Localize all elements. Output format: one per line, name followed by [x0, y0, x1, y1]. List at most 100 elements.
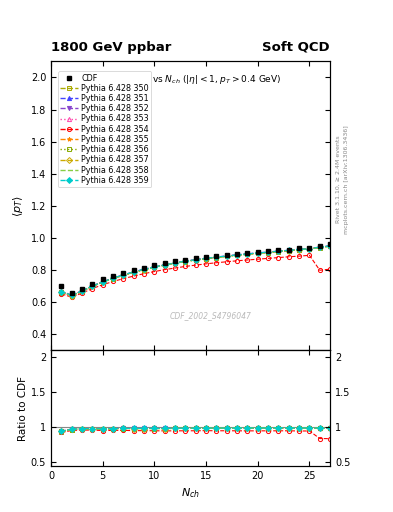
- Pythia 6.428 353: [70, 292, 74, 298]
- Pythia 6.428 354: [193, 262, 198, 268]
- Pythia 6.428 352: [162, 262, 167, 268]
- Pythia 6.428 357: [131, 269, 136, 275]
- Pythia 6.428 354: [70, 294, 74, 301]
- Pythia 6.428 351: [90, 283, 95, 289]
- Pythia 6.428 359: [297, 246, 301, 252]
- Pythia 6.428 358: [80, 288, 84, 294]
- Pythia 6.428 357: [214, 254, 219, 261]
- Pythia 6.428 359: [59, 289, 64, 295]
- Pythia 6.428 354: [307, 252, 312, 259]
- Pythia 6.428 356: [307, 246, 312, 252]
- Pythia 6.428 357: [266, 249, 270, 255]
- Pythia 6.428 355: [70, 292, 74, 298]
- Pythia 6.428 357: [307, 246, 312, 252]
- Pythia 6.428 352: [121, 272, 126, 278]
- Pythia 6.428 358: [152, 264, 157, 270]
- Pythia 6.428 352: [173, 260, 178, 266]
- Line: Pythia 6.428 359: Pythia 6.428 359: [59, 244, 332, 297]
- Pythia 6.428 355: [224, 253, 229, 259]
- Pythia 6.428 357: [297, 247, 301, 253]
- Pythia 6.428 355: [59, 289, 64, 295]
- Pythia 6.428 359: [121, 272, 126, 278]
- Pythia 6.428 352: [111, 275, 116, 282]
- Pythia 6.428 354: [214, 260, 219, 266]
- CDF: [111, 273, 116, 279]
- Pythia 6.428 358: [90, 283, 95, 289]
- Pythia 6.428 359: [266, 249, 270, 255]
- Pythia 6.428 355: [255, 250, 260, 256]
- Pythia 6.428 356: [59, 289, 64, 295]
- Pythia 6.428 355: [131, 269, 136, 275]
- Pythia 6.428 351: [328, 243, 332, 249]
- Pythia 6.428 357: [235, 252, 239, 258]
- CDF: [142, 265, 147, 271]
- Pythia 6.428 356: [131, 269, 136, 275]
- Pythia 6.428 354: [131, 273, 136, 279]
- CDF: [193, 255, 198, 262]
- Pythia 6.428 351: [70, 292, 74, 298]
- Pythia 6.428 358: [70, 292, 74, 298]
- Pythia 6.428 354: [204, 261, 208, 267]
- Pythia 6.428 358: [142, 267, 147, 273]
- Pythia 6.428 350: [162, 262, 167, 268]
- Pythia 6.428 359: [245, 251, 250, 257]
- Line: Pythia 6.428 356: Pythia 6.428 356: [59, 244, 332, 298]
- Pythia 6.428 353: [100, 279, 105, 285]
- Pythia 6.428 358: [204, 255, 208, 262]
- Pythia 6.428 359: [235, 252, 239, 258]
- Pythia 6.428 354: [59, 291, 64, 297]
- Pythia 6.428 353: [286, 247, 291, 253]
- Pythia 6.428 350: [235, 252, 239, 258]
- Pythia 6.428 358: [245, 251, 250, 258]
- Pythia 6.428 354: [297, 253, 301, 259]
- Pythia 6.428 352: [328, 243, 332, 249]
- Pythia 6.428 355: [111, 275, 116, 282]
- Pythia 6.428 359: [204, 255, 208, 262]
- Pythia 6.428 352: [297, 246, 301, 252]
- Text: 1800 GeV ppbar: 1800 GeV ppbar: [51, 41, 171, 54]
- CDF: [152, 262, 157, 268]
- Line: CDF: CDF: [59, 242, 332, 295]
- CDF: [276, 247, 281, 253]
- Pythia 6.428 357: [111, 275, 116, 282]
- Pythia 6.428 358: [318, 244, 322, 250]
- Pythia 6.428 352: [193, 257, 198, 263]
- CDF: [255, 249, 260, 255]
- Pythia 6.428 356: [111, 275, 116, 282]
- Pythia 6.428 358: [297, 247, 301, 253]
- Line: Pythia 6.428 357: Pythia 6.428 357: [59, 244, 332, 297]
- Pythia 6.428 350: [90, 284, 95, 290]
- Pythia 6.428 352: [266, 249, 270, 255]
- Pythia 6.428 350: [204, 255, 208, 262]
- Pythia 6.428 353: [328, 243, 332, 249]
- Pythia 6.428 354: [328, 266, 332, 272]
- Pythia 6.428 354: [111, 279, 116, 285]
- Text: CDF_2002_S4796047: CDF_2002_S4796047: [169, 311, 251, 320]
- Pythia 6.428 354: [80, 290, 84, 296]
- Pythia 6.428 355: [183, 258, 188, 264]
- CDF: [297, 245, 301, 251]
- Pythia 6.428 356: [286, 248, 291, 254]
- Pythia 6.428 358: [266, 249, 270, 255]
- Pythia 6.428 359: [80, 288, 84, 294]
- Line: Pythia 6.428 350: Pythia 6.428 350: [59, 244, 332, 298]
- Pythia 6.428 359: [224, 253, 229, 259]
- Pythia 6.428 351: [307, 245, 312, 251]
- Pythia 6.428 355: [173, 260, 178, 266]
- Pythia 6.428 357: [90, 283, 95, 289]
- Pythia 6.428 351: [204, 255, 208, 261]
- Pythia 6.428 359: [286, 247, 291, 253]
- Pythia 6.428 355: [90, 283, 95, 289]
- Pythia 6.428 350: [307, 246, 312, 252]
- Pythia 6.428 350: [70, 293, 74, 299]
- Pythia 6.428 357: [328, 243, 332, 249]
- Pythia 6.428 359: [193, 257, 198, 263]
- Pythia 6.428 355: [297, 246, 301, 252]
- Pythia 6.428 355: [100, 279, 105, 285]
- Pythia 6.428 356: [276, 248, 281, 254]
- Pythia 6.428 351: [286, 247, 291, 253]
- Pythia 6.428 351: [235, 251, 239, 258]
- CDF: [307, 245, 312, 251]
- Pythia 6.428 354: [286, 254, 291, 260]
- Pythia 6.428 351: [80, 288, 84, 294]
